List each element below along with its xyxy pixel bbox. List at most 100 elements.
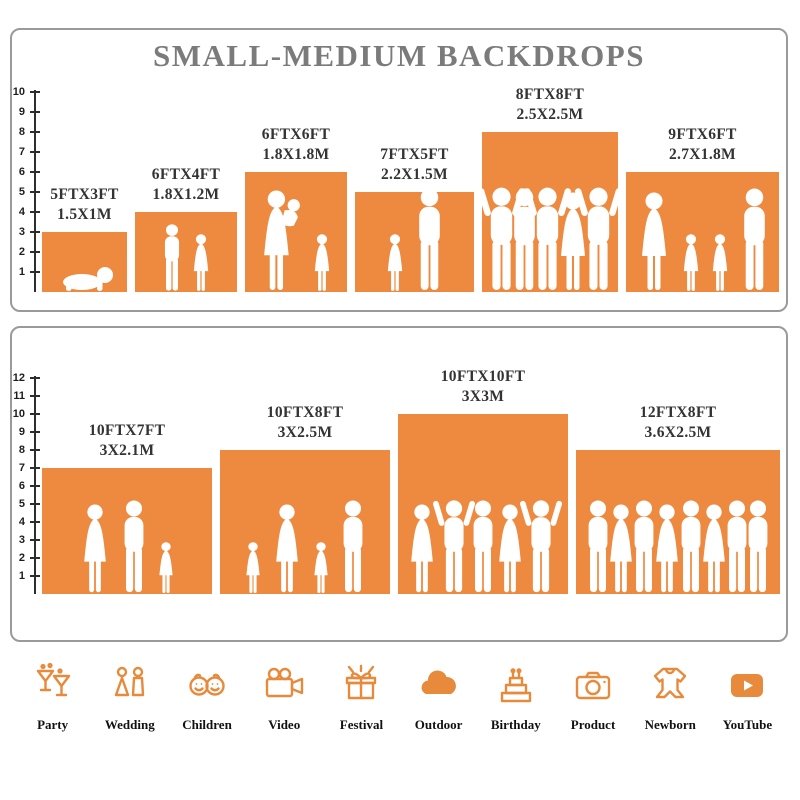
- backdrop-bar: [220, 450, 390, 594]
- backdrop-item: 8FTX8FT 2.5X2.5M: [478, 85, 622, 292]
- child-small-silhouette: [683, 234, 698, 291]
- ruler-number: 9: [18, 426, 25, 438]
- category-label: Wedding: [104, 717, 155, 732]
- adult-arms-up-silhouette: [520, 500, 562, 593]
- size-m-label: 3X2.1M: [99, 441, 155, 459]
- ruler-tick: [30, 539, 40, 541]
- category-label: Outdoor: [414, 717, 463, 732]
- category-item: Children: [168, 662, 245, 733]
- woman-silhouette: [641, 192, 666, 290]
- page-title: SMALL-MEDIUM BACKDROPS: [153, 38, 645, 73]
- backdrop-item: 12FTX8FT 3.6X2.5M: [576, 403, 780, 594]
- ruler-tick: [30, 131, 40, 133]
- panel-small-backdrops: SMALL-MEDIUM BACKDROPS 1 2 3 4 5 6 7 8 9 10 5FTX3…: [10, 28, 788, 312]
- size-ft-label: 10FTX7FT: [88, 421, 166, 439]
- child-small-silhouette: [193, 234, 208, 291]
- size-m-label: 3X3M: [461, 387, 505, 405]
- backdrop-bar: [42, 232, 127, 292]
- baby-crawling-silhouette: [62, 267, 113, 291]
- adult-arms-up-silhouette: [524, 187, 571, 290]
- youtube-icon: [724, 662, 770, 708]
- man-silhouette: [473, 500, 493, 593]
- man-silhouette: [418, 188, 440, 290]
- man-silhouette: [343, 500, 362, 593]
- woman-silhouette: [610, 504, 632, 593]
- backdrop-item: 9FTX6FT 2.7X1.8M: [626, 125, 779, 292]
- category-item: Wedding: [91, 662, 168, 733]
- figure-group: [626, 188, 779, 292]
- category-label: Birthday: [490, 717, 541, 732]
- backdrop-item: 7FTX5FT 2.2X1.5M: [355, 145, 474, 292]
- child-small-silhouette: [313, 542, 328, 593]
- woman-silhouette: [656, 504, 679, 593]
- figure-group: [355, 188, 474, 292]
- backdrop-bar: [135, 212, 237, 292]
- adult-arms-up-silhouette: [575, 187, 622, 290]
- category-item: Birthday: [477, 662, 554, 733]
- size-m-label: 3X2.5M: [277, 423, 333, 441]
- outdoor-icon: [416, 662, 462, 708]
- size-m-label: 2.5X2.5M: [516, 105, 584, 123]
- wedding-icon: [107, 662, 153, 708]
- backdrop-bar: [245, 172, 347, 292]
- ruler-tick: [30, 151, 40, 153]
- category-row: Party Wedding Children Video Festival Outdoor…: [14, 662, 786, 733]
- backdrop-item: 10FTX10FT 3X3M: [398, 367, 568, 594]
- backdrop-bar: [398, 414, 568, 594]
- ruler-number: 4: [18, 516, 25, 528]
- category-label: Video: [268, 717, 301, 732]
- size-m-label: 1.8X1.2M: [152, 185, 220, 203]
- man-silhouette: [748, 500, 768, 593]
- ruler-tick: [30, 271, 40, 273]
- woman-silhouette: [411, 504, 433, 593]
- adult-arms-up-silhouette: [478, 187, 525, 290]
- backdrop-item: 6FTX6FT 1.8X1.8M: [245, 125, 347, 292]
- size-ft-label: 10FTX8FT: [266, 403, 344, 421]
- ruler-number: 3: [18, 534, 25, 546]
- backdrop-row-medium: 10FTX7FT 3X2.1M 10FTX8FT 3X2.5M 10FTX10FT 3X3…: [42, 367, 780, 594]
- category-item: Festival: [323, 662, 400, 733]
- category-item: Newborn: [632, 662, 709, 733]
- backdrop-size-label: 6FTX6FT 1.8X1.8M: [262, 125, 330, 165]
- man-silhouette: [681, 500, 700, 593]
- backdrop-bar: [478, 132, 622, 292]
- ruler-tick: [30, 231, 40, 233]
- size-ft-label: 6FTX6FT: [261, 125, 331, 143]
- man-silhouette: [124, 500, 144, 593]
- ruler-tick: [30, 431, 40, 433]
- ruler-tick: [30, 111, 40, 113]
- ruler-number: 1: [18, 570, 25, 582]
- man-silhouette: [727, 500, 747, 593]
- ruler-number: 5: [18, 186, 25, 198]
- ruler-tick: [30, 521, 40, 523]
- ruler-number: 3: [18, 226, 25, 238]
- ruler-number: 12: [12, 372, 25, 384]
- child-small-silhouette: [159, 542, 173, 593]
- panel-medium-backdrops: 1 2 3 4 5 6 7 8 9 10 11 12 10FTX7FT 3X2.1M 10FTX8FT 3X…: [10, 326, 788, 642]
- size-ft-label: 7FTX5FT: [380, 145, 449, 163]
- man-silhouette: [634, 500, 654, 593]
- ruler-tick: [30, 191, 40, 193]
- backdrop-size-label: 8FTX8FT 2.5X2.5M: [516, 85, 584, 125]
- backdrop-size-label: 5FTX3FT 1.5X1M: [50, 185, 118, 225]
- children-icon: [184, 662, 230, 708]
- backdrop-item: 6FTX4FT 1.8X1.2M: [135, 165, 237, 292]
- newborn-icon: [647, 662, 693, 708]
- size-ft-label: 12FTX8FT: [639, 403, 717, 421]
- ruler-tick: [30, 449, 40, 451]
- child-small-silhouette: [387, 234, 402, 291]
- size-ft-label: 6FTX4FT: [151, 165, 221, 183]
- figure-group: [135, 224, 237, 292]
- backdrop-size-label: 6FTX4FT 1.8X1.2M: [152, 165, 220, 205]
- ruler-tick: [30, 503, 40, 505]
- ruler-small-panel: 1 2 3 4 5 6 7 8 9 10: [13, 86, 40, 292]
- figure-group: [398, 498, 568, 594]
- ruler-tick: [30, 485, 40, 487]
- woman-silhouette: [84, 504, 106, 593]
- ruler-medium-panel: 1 2 3 4 5 6 7 8 9 10 11 12: [13, 372, 40, 594]
- ruler-number: 5: [18, 498, 25, 510]
- ruler-number: 4: [18, 206, 25, 218]
- ruler-number: 8: [18, 126, 25, 138]
- ruler-tick: [30, 467, 40, 469]
- ruler-number: 2: [18, 552, 25, 564]
